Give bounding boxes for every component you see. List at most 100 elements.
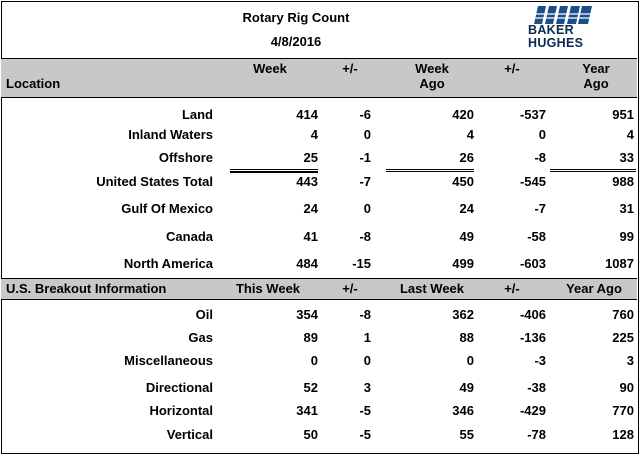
cell-week: 484	[296, 256, 318, 271]
col-header-change-week-2: +/-	[342, 281, 358, 296]
cell-pm2: -406	[519, 307, 546, 322]
cell-pm1: -5	[359, 403, 371, 418]
cell-pm1: -1	[359, 150, 371, 165]
cell-week: 89	[303, 330, 318, 345]
cell-weekago: 55	[459, 427, 474, 442]
offshore-week-underline	[230, 172, 318, 173]
cell-yearago: 4	[626, 127, 634, 142]
cell-weekago: 362	[452, 307, 474, 322]
cell-weekago: 346	[452, 403, 474, 418]
cell-yearago: 988	[612, 174, 634, 189]
cell-pm1: 0	[363, 353, 371, 368]
cell-pm2: -8	[534, 150, 546, 165]
cell-pm1: -5	[359, 427, 371, 442]
row-label: Gulf Of Mexico	[121, 201, 213, 216]
row-label: Horizontal	[149, 403, 213, 418]
cell-yearago: 225	[612, 330, 634, 345]
cell-pm1: 0	[363, 201, 371, 216]
baker-hughes-logo-icon	[532, 6, 596, 24]
cell-pm2: -58	[527, 229, 546, 244]
report-date: 4/8/2016	[270, 34, 322, 49]
col-header-year-ago-1: Year	[582, 61, 610, 76]
cell-weekago: 499	[452, 256, 474, 271]
offshore-yearago-double-underline	[550, 169, 636, 172]
col-header-year-ago-s2: Year Ago	[566, 281, 622, 296]
cell-yearago: 770	[612, 403, 634, 418]
col-header-breakout: U.S. Breakout Information	[6, 281, 167, 296]
row-label: Canada	[166, 229, 213, 244]
row-label: Miscellaneous	[124, 353, 213, 368]
row-label: Inland Waters	[128, 127, 213, 142]
cell-pm2: -603	[519, 256, 546, 271]
cell-pm1: -6	[359, 107, 371, 122]
cell-week: 25	[303, 150, 318, 165]
cell-yearago: 1087	[605, 256, 634, 271]
cell-pm2: 0	[538, 127, 546, 142]
cell-pm1: -7	[359, 174, 371, 189]
col-header-week-ago-2: Ago	[419, 76, 445, 91]
location-header-band	[1, 58, 637, 98]
col-header-change-year-2: +/-	[504, 281, 520, 296]
cell-yearago: 951	[612, 107, 634, 122]
logo-text-baker: BAKER	[528, 23, 574, 37]
cell-week: 0	[310, 353, 318, 368]
cell-pm1: -8	[359, 229, 371, 244]
cell-pm2: -545	[519, 174, 546, 189]
cell-yearago: 90	[619, 380, 634, 395]
cell-week: 354	[296, 307, 318, 322]
col-header-change-week: +/-	[342, 61, 358, 76]
logo-text-hughes: HUGHES	[528, 36, 584, 50]
cell-yearago: 3	[626, 353, 634, 368]
cell-yearago: 33	[619, 150, 634, 165]
cell-weekago: 88	[459, 330, 474, 345]
row-label: North America	[123, 256, 213, 271]
cell-yearago: 31	[619, 201, 634, 216]
cell-pm2: -38	[527, 380, 546, 395]
col-header-last-week: Last Week	[399, 281, 465, 296]
cell-weekago: 49	[459, 380, 474, 395]
row-label: Gas	[188, 330, 213, 345]
row-label: Land	[181, 107, 213, 122]
col-header-this-week: This Week	[235, 281, 301, 296]
cell-yearago: 99	[619, 229, 634, 244]
cell-week: 41	[303, 229, 318, 244]
row-label: Vertical	[166, 427, 213, 442]
col-header-change-year: +/-	[504, 61, 520, 76]
cell-pm1: 1	[363, 330, 371, 345]
cell-weekago: 49	[459, 229, 474, 244]
cell-week: 443	[296, 174, 318, 189]
cell-yearago: 128	[612, 427, 634, 442]
cell-pm2: -429	[519, 403, 546, 418]
cell-weekago: 24	[459, 201, 474, 216]
cell-pm2: -3	[534, 353, 546, 368]
row-label: United States Total	[96, 174, 213, 189]
row-label: Oil	[195, 307, 213, 322]
cell-weekago: 450	[452, 174, 474, 189]
cell-pm2: -78	[527, 427, 546, 442]
cell-week: 414	[296, 107, 318, 122]
row-label: Offshore	[158, 150, 213, 165]
cell-pm2: -537	[519, 107, 546, 122]
cell-week: 341	[296, 403, 318, 418]
cell-week: 50	[303, 427, 318, 442]
offshore-week-double-underline	[230, 169, 318, 172]
offshore-weekago-double-underline	[386, 169, 474, 172]
col-header-week: Week	[253, 61, 287, 76]
col-header-year-ago-2: Ago	[583, 76, 609, 91]
cell-pm1: -15	[352, 256, 371, 271]
cell-weekago: 4	[466, 127, 474, 142]
cell-week: 4	[310, 127, 318, 142]
col-header-week-ago-1: Week	[415, 61, 449, 76]
cell-pm2: -7	[534, 201, 546, 216]
report-title: Rotary Rig Count	[242, 10, 350, 25]
cell-weekago: 420	[452, 107, 474, 122]
col-header-location: Location	[6, 76, 61, 91]
cell-weekago: 26	[459, 150, 474, 165]
cell-pm1: 0	[363, 127, 371, 142]
cell-pm1: -8	[359, 307, 371, 322]
cell-weekago: 0	[466, 353, 474, 368]
cell-week: 52	[303, 380, 318, 395]
breakout-header-band	[1, 278, 637, 300]
cell-pm1: 3	[363, 380, 371, 395]
